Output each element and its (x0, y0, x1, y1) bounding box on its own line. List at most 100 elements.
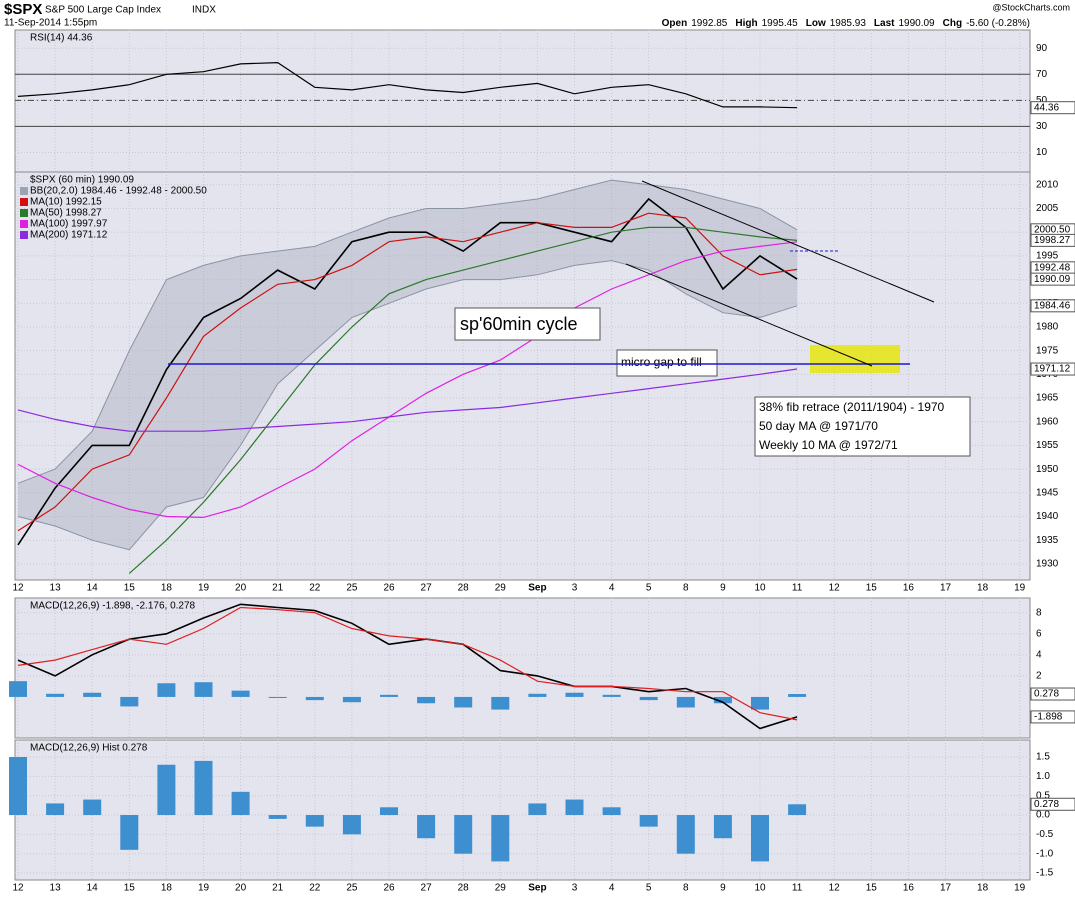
macd-hist-bar (788, 694, 807, 697)
y-tick-label: -1.0 (1036, 848, 1054, 859)
hist-bar (751, 815, 769, 862)
x-tick-label: 22 (309, 583, 321, 594)
datetime: 11-Sep-2014 1:55pm (4, 18, 97, 29)
x-tick-label: 5 (646, 883, 652, 894)
series-line (17, 368, 798, 432)
quote-line: Open 1992.85 High 1995.45 Low 1985.93 Last 1990… (662, 18, 1030, 29)
hist-bar (676, 815, 695, 854)
value-tag-box (1030, 101, 1075, 115)
note-line: Weekly 10 MA @ 1972/71 (759, 438, 898, 452)
macd-hist-bar (380, 694, 398, 697)
x-tick-label: 14 (87, 583, 99, 594)
value-tag-box (1030, 362, 1075, 376)
hist-bar (528, 803, 547, 816)
bb-upper (17, 179, 798, 484)
macd-hist-bar (639, 696, 658, 701)
macd-hist-bar (305, 696, 324, 701)
y-tick-label: 2010 (1036, 179, 1059, 190)
y-tick-label: 1950 (1036, 464, 1059, 475)
value-tag-box (1030, 710, 1075, 724)
y-tick-label: 10 (1036, 147, 1048, 158)
hist-bar (231, 791, 250, 816)
x-tick-label: 20 (235, 583, 247, 594)
x-tick-label: 10 (754, 883, 766, 894)
annotation: sp'60min cycle (460, 314, 577, 334)
legend-entry: MA(10) 1992.15 (30, 197, 102, 208)
macd-hist-bar (9, 681, 27, 697)
value-tag-box (1030, 233, 1075, 247)
y-tick-label: 1.5 (1036, 752, 1050, 763)
x-tick-label: 12 (829, 583, 841, 594)
watermark: @StockCharts.com (992, 2, 1070, 12)
x-tick-label: 22 (309, 883, 321, 894)
y-tick-label: 1945 (1036, 487, 1059, 498)
legend-swatch (20, 198, 28, 206)
x-tick-label: 28 (458, 883, 470, 894)
annotation-layer (168, 180, 935, 373)
x-tick-label: 10 (754, 583, 766, 594)
value-tag: 0.278 (1034, 689, 1059, 700)
symbol: $SPX (4, 1, 42, 18)
hist-bar (788, 804, 807, 816)
hist-bar (491, 815, 510, 862)
hist-bar (713, 815, 732, 839)
panel-title: MACD(12,26,9) Hist 0.278 (30, 743, 148, 754)
y-tick-label: 1.0 (1036, 771, 1050, 782)
x-tick-label: 25 (346, 583, 358, 594)
index-name: S&P 500 Large Cap Index (45, 5, 161, 16)
legend-entry: MA(50) 1998.27 (30, 208, 102, 219)
hist-bar (380, 807, 398, 816)
y-tick-label: 30 (1036, 121, 1048, 132)
panel-bg (14, 739, 1031, 881)
x-tick-label: 14 (87, 883, 99, 894)
x-tick-label: 27 (421, 883, 433, 894)
quote-label: High (735, 18, 757, 29)
y-tick-label: 1940 (1036, 511, 1059, 522)
x-tick-label: 13 (50, 583, 62, 594)
x-tick-label: 19 (198, 583, 210, 594)
value-tag: 1990.09 (1034, 274, 1071, 285)
hist-bar (454, 815, 473, 854)
x-tick-label: 21 (272, 583, 284, 594)
x-tick-label: Sep (528, 583, 546, 594)
x-tick-label: 16 (903, 583, 915, 594)
rsi-line (17, 61, 798, 109)
annotation: micro gap to fill (621, 355, 702, 369)
bb-lower (17, 260, 798, 551)
hist-bar (417, 815, 436, 839)
legend-entry: MA(200) 1971.12 (30, 230, 108, 241)
value-tag: 1984.46 (1034, 300, 1071, 311)
y-tick-label: -0.5 (1036, 829, 1054, 840)
hist-bar (305, 815, 324, 827)
macd-hist-bar (528, 693, 547, 697)
x-tick-label: 29 (495, 883, 507, 894)
macd-hist-bar (676, 696, 695, 708)
macd-hist-bar (120, 696, 139, 707)
hist-bar (268, 815, 287, 819)
x-tick-label: 17 (940, 583, 952, 594)
hist-bar (9, 757, 27, 816)
x-tick-label: 17 (940, 883, 952, 894)
x-tick-label: 25 (346, 883, 358, 894)
value-tag-box (1030, 687, 1075, 701)
y-tick-label: 1975 (1036, 345, 1059, 356)
panel-bg (14, 597, 1031, 739)
x-tick-label: 15 (866, 583, 878, 594)
hist-bar (120, 815, 139, 850)
panel-bg (14, 29, 1031, 173)
x-tick-label: 8 (683, 883, 689, 894)
value-tag-box (1030, 797, 1075, 811)
value-tag-box (1030, 272, 1075, 286)
x-tick-label: 18 (161, 583, 173, 594)
value-tag: 0.278 (1034, 799, 1059, 810)
value-tag: 1998.27 (1034, 235, 1071, 246)
y-tick-label: 1980 (1036, 322, 1059, 333)
panel-bg (14, 171, 1031, 581)
x-tick-label: 12 (12, 583, 24, 594)
y-tick-label: 70 (1036, 69, 1048, 80)
x-tick-label: 11 (792, 583, 803, 594)
y-tick-label: 2005 (1036, 203, 1059, 214)
legend-swatch (20, 187, 28, 195)
y-tick-label: 90 (1036, 43, 1048, 54)
x-tick-label: 4 (609, 583, 615, 594)
